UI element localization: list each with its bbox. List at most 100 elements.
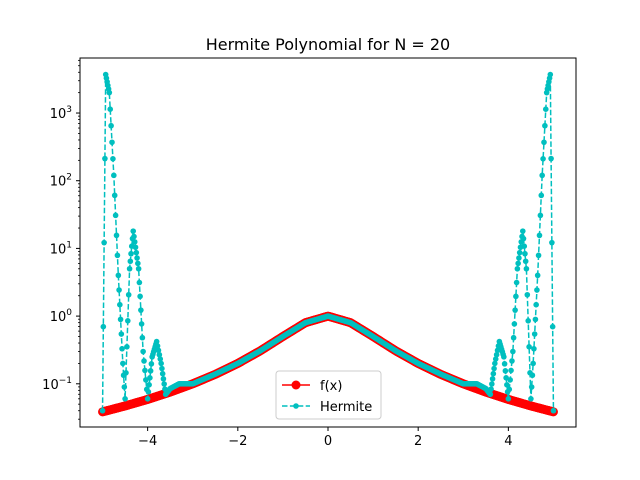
series-hermite-marker bbox=[125, 291, 132, 298]
series-hermite-marker bbox=[122, 396, 128, 402]
series-hermite-marker bbox=[134, 255, 140, 261]
series-hermite-marker bbox=[156, 351, 163, 358]
series-layer bbox=[98, 71, 558, 417]
series-hermite-marker bbox=[138, 307, 144, 313]
series-hermite-marker bbox=[114, 252, 121, 259]
series-hermite-marker bbox=[155, 347, 162, 354]
series-hermite-marker bbox=[526, 344, 532, 350]
series-hermite-marker bbox=[161, 381, 167, 387]
x-tick-label: 2 bbox=[414, 434, 422, 449]
series-hermite-marker bbox=[131, 233, 137, 240]
series-hermite-marker bbox=[138, 321, 145, 327]
series-hermite-marker bbox=[141, 358, 147, 364]
series-hermite-marker bbox=[131, 239, 138, 245]
series-hermite-marker bbox=[508, 367, 514, 374]
y-tick-label: 102 bbox=[50, 173, 72, 190]
series-hermite-marker bbox=[116, 287, 122, 293]
series-hermite-marker bbox=[489, 381, 495, 387]
legend-hermite-label: Hermite bbox=[320, 400, 372, 415]
series-hermite-marker bbox=[491, 365, 497, 372]
series-hermite-marker bbox=[124, 344, 130, 350]
series-hermite-marker bbox=[126, 265, 133, 272]
series-hermite-marker bbox=[153, 338, 160, 345]
x-tick-label: −4 bbox=[138, 434, 157, 449]
series-hermite-marker bbox=[529, 372, 536, 379]
series-hermite-marker bbox=[119, 345, 125, 352]
series-hermite-marker bbox=[531, 331, 538, 337]
series-hermite-marker bbox=[110, 156, 116, 162]
series-hermite-marker bbox=[530, 360, 536, 367]
series-hermite-marker bbox=[101, 239, 107, 246]
series-hermite-marker bbox=[513, 279, 520, 286]
series-hermite-marker bbox=[159, 365, 165, 372]
series-hermite-marker bbox=[516, 249, 523, 256]
series-hermite-marker bbox=[147, 368, 154, 374]
legend-f-x-label: f(x) bbox=[320, 379, 342, 394]
series-hermite-marker bbox=[102, 155, 108, 162]
series-hermite-marker bbox=[120, 360, 126, 367]
series-hermite-marker bbox=[512, 307, 518, 313]
series-hermite-marker bbox=[123, 370, 129, 376]
series-hermite-marker bbox=[128, 250, 134, 257]
series-hermite-marker bbox=[492, 360, 498, 367]
series-hermite-marker bbox=[513, 293, 519, 300]
series-hermite-marker bbox=[548, 155, 554, 162]
series-hermite-marker bbox=[532, 316, 539, 323]
series-hermite-marker bbox=[160, 376, 167, 382]
y-tick-label: 101 bbox=[50, 240, 72, 257]
series-hermite-marker bbox=[107, 106, 114, 112]
series-hermite-marker bbox=[109, 139, 115, 146]
series-hermite-marker bbox=[519, 228, 526, 234]
series-hermite-marker bbox=[493, 351, 500, 358]
series-hermite-marker bbox=[501, 361, 508, 367]
series-hermite-marker bbox=[534, 272, 541, 279]
series-hermite-marker bbox=[506, 386, 513, 393]
y-tick-label: 10−1 bbox=[42, 376, 72, 393]
series-hermite-marker bbox=[547, 71, 554, 78]
series-hermite-marker bbox=[538, 192, 545, 199]
series-hermite-marker bbox=[111, 192, 118, 199]
series-hermite-marker bbox=[514, 265, 521, 272]
series-hermite-marker bbox=[111, 172, 117, 179]
legend-box bbox=[275, 370, 382, 420]
series-hermite-marker bbox=[535, 252, 542, 259]
series-hermite-marker bbox=[501, 354, 507, 360]
series-hermite-marker bbox=[550, 407, 557, 414]
series-hermite-marker bbox=[136, 279, 143, 286]
series-hermite-marker bbox=[144, 396, 151, 402]
series-hermite-marker bbox=[528, 384, 535, 390]
series-hermite-marker bbox=[504, 382, 510, 388]
series-hermite-marker bbox=[490, 370, 497, 377]
series-hermite-marker bbox=[536, 232, 543, 239]
series-hermite-marker bbox=[125, 318, 131, 324]
series-hermite-marker bbox=[528, 396, 534, 402]
series-hermite-marker bbox=[112, 212, 119, 219]
series-hermite-marker bbox=[542, 106, 549, 112]
series-hermite-marker bbox=[523, 265, 530, 272]
series-hermite-marker bbox=[487, 391, 494, 398]
axes-layer: −4 −2 0 2 4 10−1 100 101 102 103 bbox=[42, 57, 577, 449]
series-hermite-marker bbox=[549, 239, 555, 246]
series-hermite-marker bbox=[115, 272, 122, 279]
y-tick-label: 100 bbox=[50, 308, 73, 325]
series-hermite-marker bbox=[533, 301, 539, 308]
series-hermite-marker bbox=[159, 370, 166, 377]
series-hermite-marker bbox=[542, 122, 548, 129]
series-hermite-marker bbox=[505, 396, 512, 402]
series-hermite-marker bbox=[135, 265, 142, 272]
series-hermite-marker bbox=[511, 321, 518, 327]
series-hermite-marker bbox=[137, 293, 143, 300]
series-hermite-marker bbox=[108, 122, 114, 129]
series-hermite-marker bbox=[145, 389, 152, 395]
chart-title: Hermite Polynomial for N = 20 bbox=[206, 35, 450, 54]
series-hermite-marker bbox=[113, 232, 120, 239]
series-hermite-marker bbox=[158, 360, 164, 367]
series-hermite-marker bbox=[537, 212, 544, 219]
series-hermite-marker bbox=[118, 331, 125, 337]
legend: f(x) Hermite bbox=[275, 370, 382, 420]
series-hermite-marker bbox=[121, 384, 128, 390]
series-hermite-marker bbox=[100, 323, 107, 330]
series-hermite-marker bbox=[117, 301, 123, 308]
series-hermite-marker bbox=[522, 258, 529, 265]
